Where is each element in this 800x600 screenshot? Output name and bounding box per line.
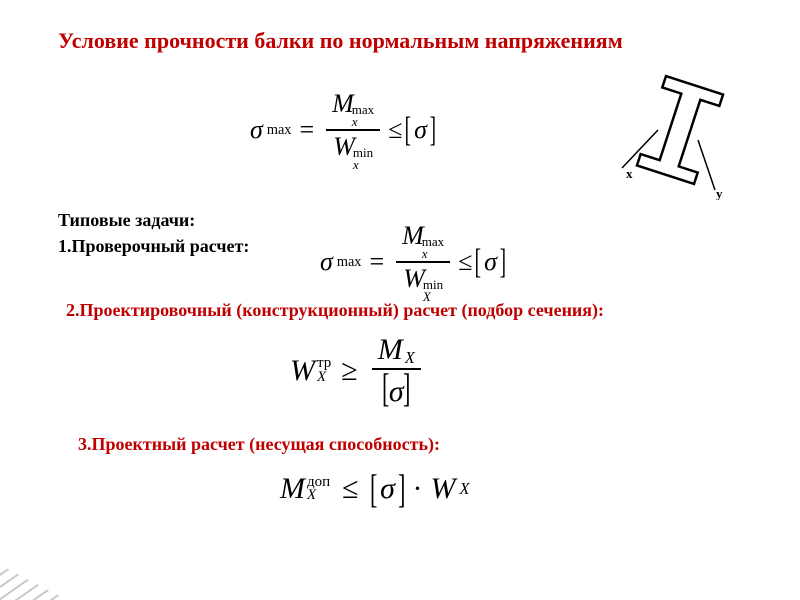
typical-heading: Типовые задачи: xyxy=(58,210,195,231)
ibeam-diagram: x y xyxy=(620,70,740,200)
formula-strength-condition: σmax = Mmaxx Wminx ≤ [σ] xyxy=(250,90,435,171)
axis-x-label: x xyxy=(626,166,633,181)
item-1: 1.Проверочный расчет: xyxy=(58,236,249,257)
axis-y-label: y xyxy=(716,186,723,200)
formula-design: WтрX ≥ MX [σ] xyxy=(290,334,425,408)
item-3: 3.Проектный расчет (несущая способность)… xyxy=(78,434,440,455)
corner-decoration xyxy=(0,490,220,600)
page-title: Условие прочности балки по нормальным на… xyxy=(58,28,623,54)
formula-capacity: MдопX ≤ [σ] · WX xyxy=(280,472,470,506)
item-2: 2.Проектировочный (конструкционный) расч… xyxy=(66,300,604,321)
formula-check: σmax = Mmaxx WminX ≤ [σ] xyxy=(320,222,505,303)
